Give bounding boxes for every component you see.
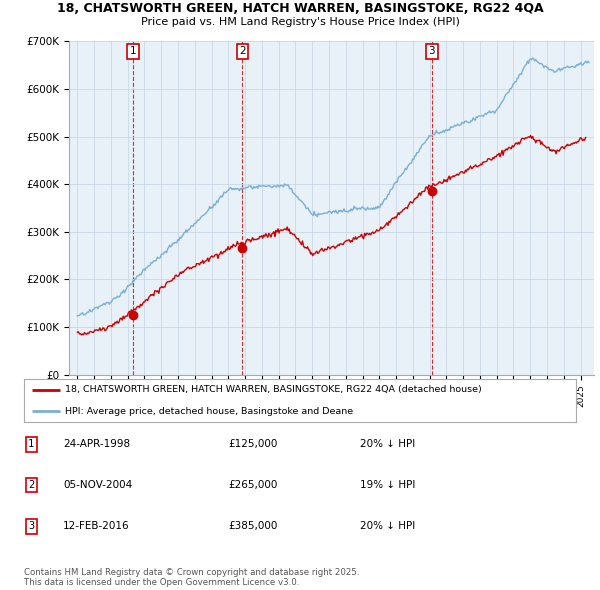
Text: 2: 2 — [239, 46, 246, 56]
Text: £265,000: £265,000 — [228, 480, 277, 490]
Text: Price paid vs. HM Land Registry's House Price Index (HPI): Price paid vs. HM Land Registry's House … — [140, 17, 460, 27]
Text: 18, CHATSWORTH GREEN, HATCH WARREN, BASINGSTOKE, RG22 4QA: 18, CHATSWORTH GREEN, HATCH WARREN, BASI… — [56, 2, 544, 15]
Text: 20% ↓ HPI: 20% ↓ HPI — [360, 440, 415, 449]
Text: 24-APR-1998: 24-APR-1998 — [63, 440, 130, 449]
Text: 2: 2 — [28, 480, 34, 490]
Text: HPI: Average price, detached house, Basingstoke and Deane: HPI: Average price, detached house, Basi… — [65, 407, 353, 416]
Text: £125,000: £125,000 — [228, 440, 277, 449]
Text: 18, CHATSWORTH GREEN, HATCH WARREN, BASINGSTOKE, RG22 4QA (detached house): 18, CHATSWORTH GREEN, HATCH WARREN, BASI… — [65, 385, 482, 395]
Text: 12-FEB-2016: 12-FEB-2016 — [63, 522, 130, 531]
Text: 1: 1 — [130, 46, 136, 56]
Text: 20% ↓ HPI: 20% ↓ HPI — [360, 522, 415, 531]
Text: 3: 3 — [28, 522, 34, 531]
Text: 1: 1 — [28, 440, 34, 449]
Text: 19% ↓ HPI: 19% ↓ HPI — [360, 480, 415, 490]
Text: 3: 3 — [428, 46, 435, 56]
Text: 05-NOV-2004: 05-NOV-2004 — [63, 480, 132, 490]
Text: £385,000: £385,000 — [228, 522, 277, 531]
Text: Contains HM Land Registry data © Crown copyright and database right 2025.
This d: Contains HM Land Registry data © Crown c… — [24, 568, 359, 587]
